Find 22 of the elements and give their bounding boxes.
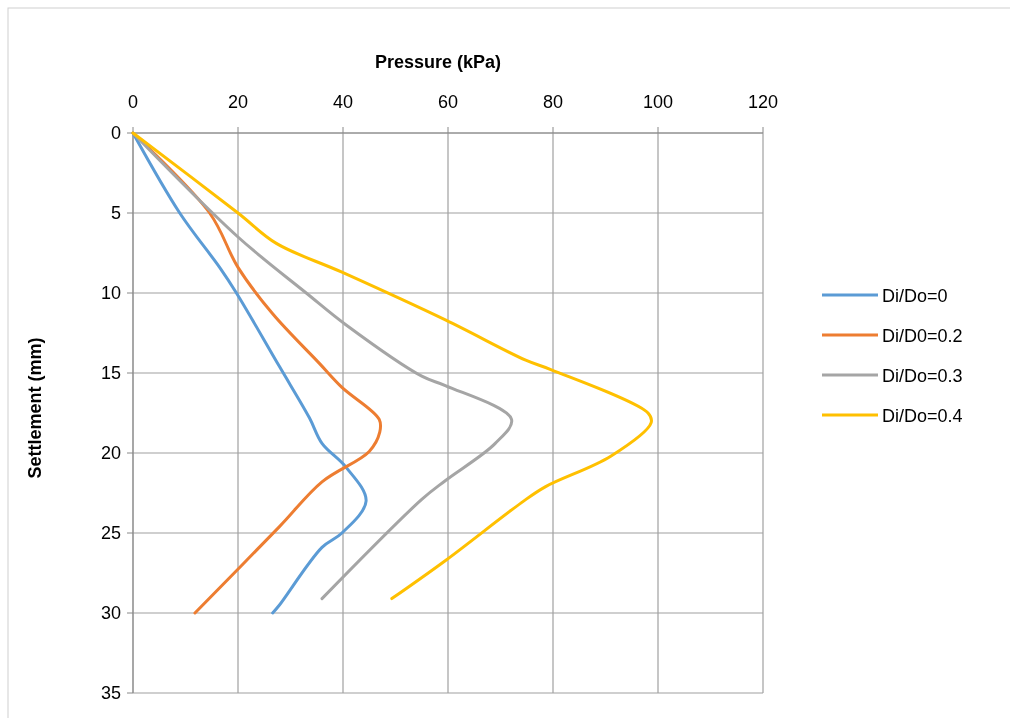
y-axis-title: Settlement (mm) bbox=[25, 337, 45, 479]
x-tick-label: 20 bbox=[227, 92, 249, 112]
y-tick-label: 20 bbox=[100, 443, 121, 463]
line-series bbox=[131, 131, 654, 601]
x-tick-label: 0 bbox=[127, 92, 139, 112]
y-tick-label: 10 bbox=[100, 283, 121, 303]
x-tick-label: 60 bbox=[437, 92, 459, 112]
legend-label: Di/Do=0.3 bbox=[882, 366, 963, 386]
y-tick-label: 35 bbox=[100, 683, 121, 703]
y-tick-label: 15 bbox=[100, 363, 121, 383]
x-tick-label: 80 bbox=[542, 92, 564, 112]
x-tick-label: 40 bbox=[332, 92, 354, 112]
legend-label: Di/Do=0 bbox=[882, 286, 948, 306]
y-tick-label: 0 bbox=[110, 123, 121, 143]
y-tick-label: 25 bbox=[100, 523, 121, 543]
legend-label: Di/Do=0.4 bbox=[882, 406, 963, 426]
x-axis-title: Pressure (kPa) bbox=[374, 52, 502, 72]
x-tick-label: 100 bbox=[642, 92, 674, 112]
y-tick-label: 5 bbox=[110, 203, 121, 223]
legend-label: Di/D0=0.2 bbox=[882, 326, 963, 346]
y-tick-label: 30 bbox=[100, 603, 121, 623]
x-tick-label: 120 bbox=[747, 92, 779, 112]
